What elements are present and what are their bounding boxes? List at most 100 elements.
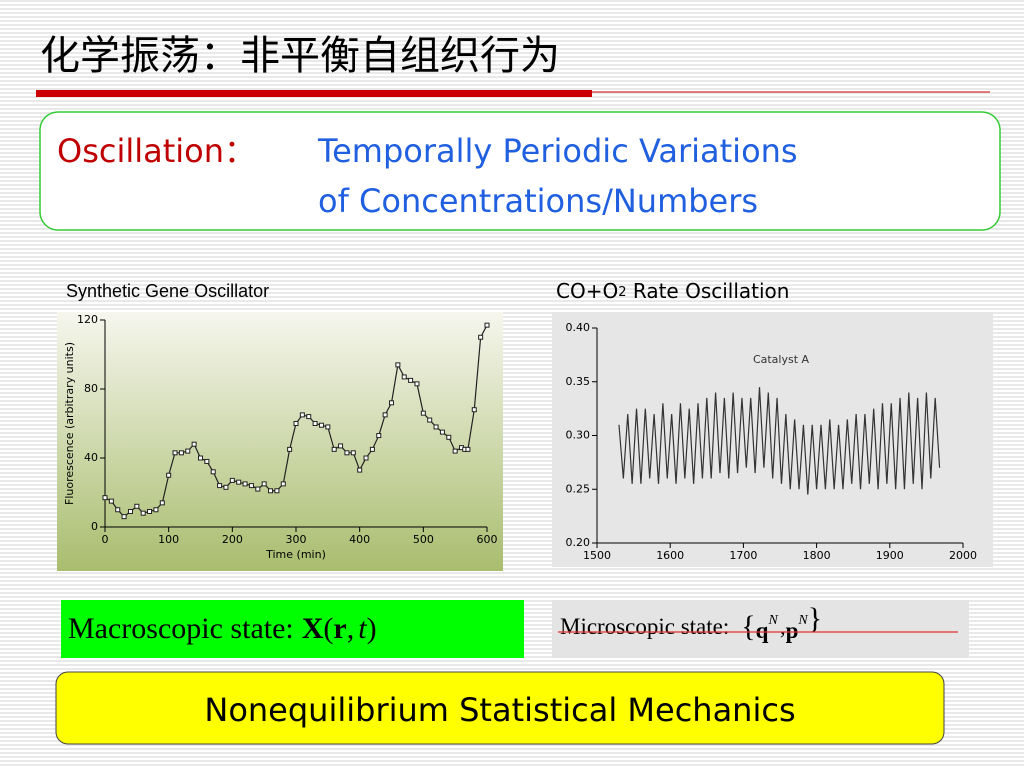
- data-point: [268, 488, 274, 494]
- title-bar: [36, 90, 592, 97]
- x-tick-label: 500: [413, 533, 434, 546]
- data-point: [382, 412, 388, 418]
- data-point: [191, 441, 197, 447]
- y-tick-label: 0.35: [566, 375, 591, 388]
- data-point: [121, 514, 127, 520]
- x-tick-label: 1800: [803, 549, 831, 562]
- caption-part: CO+O: [556, 279, 618, 303]
- chart-panel: [57, 312, 503, 571]
- chart-caption: CO+O2 Rate Oscillation: [556, 279, 789, 303]
- data-point: [134, 503, 140, 509]
- y-tick-label: 40: [84, 451, 98, 464]
- data-point: [331, 446, 337, 452]
- x-tick-label: 1900: [876, 549, 904, 562]
- data-point: [376, 433, 382, 439]
- formula-part: {: [741, 610, 755, 643]
- data-point: [389, 400, 394, 406]
- y-tick-label: 80: [84, 382, 98, 395]
- micro-label: Microscopic state:: [560, 614, 729, 639]
- data-point: [172, 450, 178, 456]
- data-point: [293, 421, 299, 426]
- formula-part: t: [358, 612, 367, 645]
- formula-part: ,: [780, 614, 786, 639]
- x-tick-label: 2000: [949, 549, 977, 562]
- data-point: [465, 446, 471, 452]
- macro-label: Macroscopic state:: [68, 612, 294, 645]
- data-point: [357, 467, 363, 473]
- data-point: [350, 450, 356, 456]
- banner-box: [55, 671, 945, 745]
- data-point: [312, 421, 318, 426]
- data-point: [242, 481, 248, 487]
- formula-part: N: [767, 613, 778, 628]
- data-point: [255, 486, 261, 492]
- formula-part: p: [786, 618, 799, 643]
- definition-line: Temporally Periodic Variations: [317, 132, 798, 170]
- x-axis-label: Time (min): [265, 548, 326, 561]
- data-point: [140, 510, 146, 516]
- x-tick-label: 200: [222, 533, 243, 546]
- macro-state: Macroscopic state: X(r, t): [68, 612, 377, 645]
- data-point: [401, 374, 407, 380]
- data-point: [115, 507, 121, 513]
- formula-part: N: [797, 613, 808, 628]
- data-point: [471, 407, 477, 413]
- data-point: [363, 455, 369, 461]
- slide-title: 化学振荡：非平衡自组织行为: [40, 33, 560, 79]
- caption-part: Rate Oscillation: [627, 279, 790, 303]
- data-point: [306, 414, 312, 420]
- data-point: [395, 362, 401, 368]
- y-tick-label: 0.25: [566, 482, 591, 495]
- data-point: [369, 446, 375, 452]
- x-tick-label: 0: [102, 533, 109, 546]
- definition-line: of Concentrations/Numbers: [318, 182, 758, 220]
- y-tick-label: 0.20: [566, 536, 591, 549]
- data-point: [159, 500, 165, 506]
- data-point: [414, 381, 420, 387]
- chart-caption: Synthetic Gene Oscillator: [66, 281, 269, 301]
- data-point: [223, 484, 229, 490]
- data-point: [344, 450, 350, 456]
- data-point: [446, 434, 452, 440]
- data-point: [433, 424, 439, 430]
- data-point: [166, 472, 172, 478]
- y-tick-label: 120: [77, 313, 98, 326]
- x-tick-label: 1700: [729, 549, 757, 562]
- data-point: [248, 483, 254, 489]
- data-point: [198, 455, 203, 461]
- data-point: [318, 422, 324, 428]
- annotation: Catalyst A: [753, 353, 810, 366]
- series-line: [618, 387, 941, 495]
- micro-box: [552, 600, 969, 658]
- formula-part: X: [302, 612, 324, 645]
- data-point: [484, 322, 490, 328]
- data-point: [408, 377, 414, 383]
- data-point: [229, 477, 235, 483]
- data-point: [153, 507, 159, 513]
- macro-box: [61, 600, 524, 658]
- data-point: [236, 479, 242, 485]
- data-point: [287, 446, 293, 452]
- data-point: [420, 410, 426, 416]
- y-tick-label: 0.30: [566, 429, 591, 442]
- data-point: [478, 334, 484, 340]
- x-tick-label: 300: [286, 533, 307, 546]
- data-point: [178, 450, 184, 456]
- data-point: [210, 469, 216, 475]
- y-tick-label: 0: [91, 520, 98, 533]
- data-point: [261, 481, 267, 487]
- x-tick-label: 1600: [656, 549, 684, 562]
- definition-label: Oscillation：: [57, 132, 256, 170]
- x-tick-label: 100: [158, 533, 179, 546]
- y-tick-label: 0.40: [566, 321, 591, 334]
- formula-part: ): [367, 612, 377, 645]
- data-point: [217, 483, 223, 489]
- data-point: [102, 495, 108, 501]
- formula-part: q: [756, 618, 769, 643]
- definition-box: [39, 111, 1001, 231]
- data-point: [274, 488, 280, 494]
- data-point: [127, 508, 133, 514]
- formula-part: r: [333, 612, 346, 645]
